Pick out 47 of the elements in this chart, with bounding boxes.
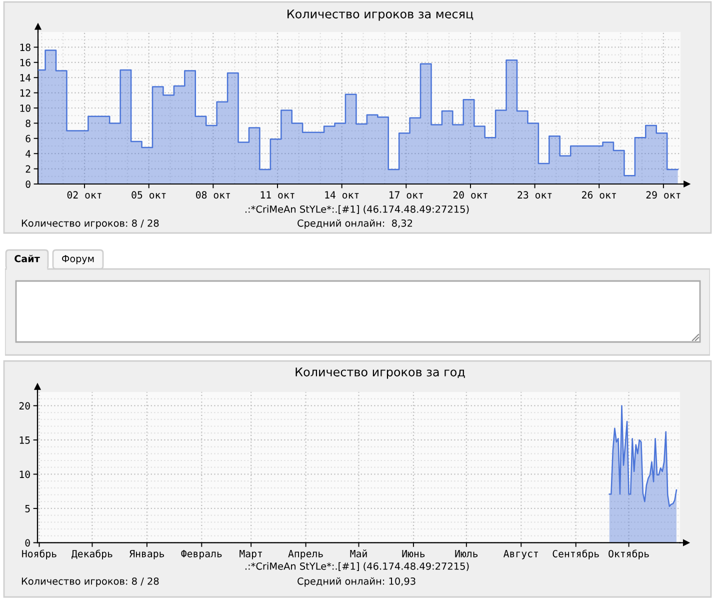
x-tick-label: 20 окт [453, 191, 488, 199]
text: Форум [62, 255, 94, 264]
text: .:*CriMeAn StYLe*:.[#1] (46.174.48.49:27215) [245, 562, 469, 571]
x-tick-label: Январь [129, 550, 164, 560]
y-tick-label: 20 [19, 402, 30, 410]
y-tick-label: 5 [25, 505, 30, 512]
x-tick-label: Апрель [288, 550, 323, 560]
y-tick-label: 10 [20, 470, 30, 478]
x-tick-label: 11 окт [260, 191, 294, 199]
x-tick-label: Декабрь [72, 550, 112, 560]
x-tick-label: Август [504, 550, 538, 560]
chart-title: Количество игроков за год [296, 368, 465, 379]
y-tick-label: 14 [20, 74, 31, 82]
x-tick-label: 17 окт [390, 191, 423, 199]
x-tick-label: Ноябрь [22, 550, 56, 560]
y-tick-label: 6 [26, 134, 30, 142]
text: Средний онлайн: 10,93 [298, 577, 416, 587]
text: .:*CriMeAn StYLe*:.[#1] (46.174.48.49:27215) [245, 205, 469, 214]
x-tick-label: Март [240, 550, 262, 560]
y-tick-label: 12 [20, 89, 30, 97]
x-tick-label: Февраль [181, 550, 222, 560]
y-tick-label: 4 [26, 150, 31, 158]
y-tick-label: 0 [26, 180, 30, 188]
text: Средний онлайн: 8,32 [298, 219, 412, 229]
x-tick-label: Май [350, 549, 367, 558]
x-tick-label: Июль [455, 550, 478, 558]
text: Сайт [14, 254, 40, 262]
x-tick-label: 02 окт [67, 191, 102, 199]
chart-title: Количество игроков за месяц [288, 10, 474, 21]
y-tick-label: 10 [20, 104, 30, 112]
y-tick-label: 0 [25, 539, 30, 547]
x-tick-label: 14 окт [325, 191, 359, 199]
x-tick-label: Октябрь [608, 550, 649, 560]
x-tick-label: 23 окт [518, 191, 552, 199]
x-tick-label: Июнь [402, 550, 425, 558]
y-tick-label: 16 [20, 58, 30, 66]
x-tick-label: 29 окт [646, 191, 680, 199]
y-tick-label: 2 [26, 165, 30, 173]
x-tick-label: Сентябрь [552, 550, 599, 560]
x-tick-label: 05 окт [132, 191, 166, 199]
y-tick-label: 15 [20, 436, 30, 444]
y-tick-label: 8 [26, 120, 30, 128]
y-tick-label: 18 [20, 44, 30, 52]
x-tick-label: 26 окт [582, 191, 616, 199]
text: Количество игроков: 8 / 28 [22, 219, 159, 229]
text: Количество игроков: 8 / 28 [22, 577, 159, 587]
x-tick-label: 08 окт [196, 191, 230, 199]
